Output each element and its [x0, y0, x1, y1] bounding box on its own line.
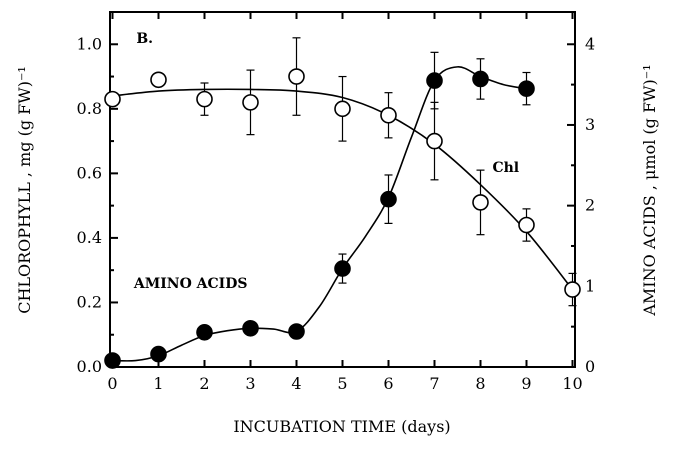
amino-acids-point: [472, 70, 489, 88]
annotations: B. Chl AMINO ACIDS: [133, 31, 519, 292]
y-left-tick-label: 0.4: [77, 228, 102, 247]
plot-frame: [109, 11, 576, 368]
chl-point: [242, 94, 259, 111]
chl-point: [104, 90, 121, 108]
amino-acids-point: [150, 345, 167, 363]
chl-point: [288, 68, 305, 85]
x-tick-label: 5: [337, 374, 347, 393]
annotation-b: B.: [136, 31, 153, 47]
chl-point: [518, 216, 535, 234]
error-bars: [108, 37, 577, 364]
y-axis-left-label: CHLOROPHYLL , mg (g FW)⁻¹: [15, 66, 34, 314]
amino-acids-point: [242, 319, 259, 337]
x-tick-label: 3: [245, 374, 255, 393]
amino-acids-point: [380, 190, 397, 208]
y-left-tick-label: 0.2: [77, 292, 102, 311]
y-right-tick-label: 3: [585, 115, 595, 134]
y-right-tick-label: 1: [585, 276, 595, 295]
x-tick-label: 10: [562, 374, 582, 393]
x-tick-label: 9: [521, 374, 531, 393]
x-tick-label: 0: [107, 374, 117, 393]
data-points: [104, 68, 581, 369]
chl-point: [426, 132, 443, 150]
chl-point: [564, 281, 581, 298]
amino-acids-point: [518, 80, 535, 97]
amino-acids-point: [196, 324, 213, 341]
y-left-tick-label: 1.0: [77, 34, 102, 53]
annotation-chl: Chl: [492, 160, 519, 176]
annotation-amino-acids: AMINO ACIDS: [133, 276, 248, 292]
y-left-tick-label: 0.6: [77, 163, 102, 182]
x-tick-label: 1: [153, 374, 163, 393]
chl-point: [334, 100, 351, 118]
y-left-tick-label: 0.8: [77, 99, 102, 118]
chl-point: [196, 90, 213, 108]
chl-point: [380, 106, 397, 124]
x-tick-label: 7: [429, 374, 439, 393]
chl-point: [472, 194, 489, 211]
chl-point: [150, 71, 167, 89]
y-right-tick-label: 0: [585, 357, 595, 376]
amino-acids-fit-line: [112, 66, 527, 362]
y-left-tick-label: 0.0: [77, 357, 102, 376]
y-right-tick-label: 2: [585, 196, 595, 215]
x-axis-label: INCUBATION TIME (days): [233, 417, 450, 436]
amino-acids-point: [288, 323, 305, 340]
x-tick-label: 4: [291, 374, 301, 393]
x-tick-label: 2: [199, 374, 209, 393]
amino-acids-point: [426, 72, 443, 89]
tick-marks: [110, 11, 575, 368]
y-axis-right-label: AMINO ACIDS , μmol (g FW)⁻¹: [640, 64, 659, 316]
y-right-tick-label: 4: [585, 34, 595, 53]
x-tick-label: 8: [475, 374, 485, 393]
tick-labels: 0 1 2 3 4 5 6 7 8 9 10 0.0 0.2 0.4 0.6 0.8 1.0 0 1 2 3 4: [77, 34, 596, 393]
amino-acids-point: [334, 260, 351, 277]
x-tick-label: 6: [383, 374, 393, 393]
amino-acids-point: [104, 352, 121, 369]
